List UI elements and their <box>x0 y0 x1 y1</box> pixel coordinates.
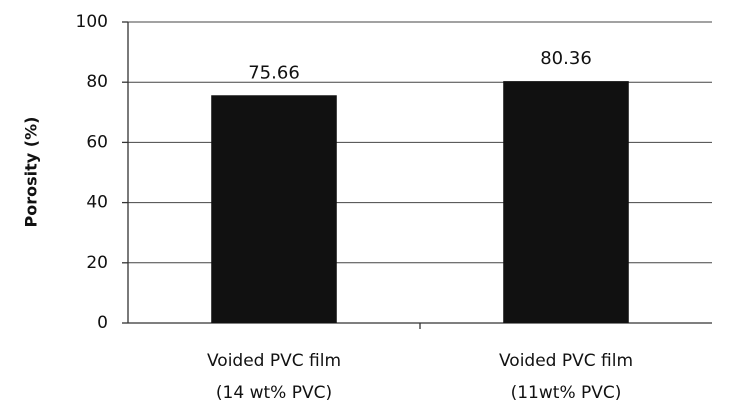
x-tick-label: (14 wt% PVC) <box>216 383 332 403</box>
y-tick-label: 0 <box>97 313 108 333</box>
y-tick-label: 100 <box>76 12 108 32</box>
x-tick-label: (11wt% PVC) <box>511 383 622 403</box>
x-tick-label: Voided PVC film <box>499 351 633 371</box>
data-label: 75.66 <box>248 62 300 83</box>
data-label: 80.36 <box>540 48 592 69</box>
y-axis-label: Porosity (%) <box>22 117 41 228</box>
y-tick-label: 20 <box>86 253 108 273</box>
x-tick-label: Voided PVC film <box>207 351 341 371</box>
y-tick-label: 60 <box>86 132 108 152</box>
y-tick-label: 40 <box>86 193 108 213</box>
bar <box>211 95 337 323</box>
bar <box>503 81 629 324</box>
y-tick-label: 80 <box>86 72 108 92</box>
